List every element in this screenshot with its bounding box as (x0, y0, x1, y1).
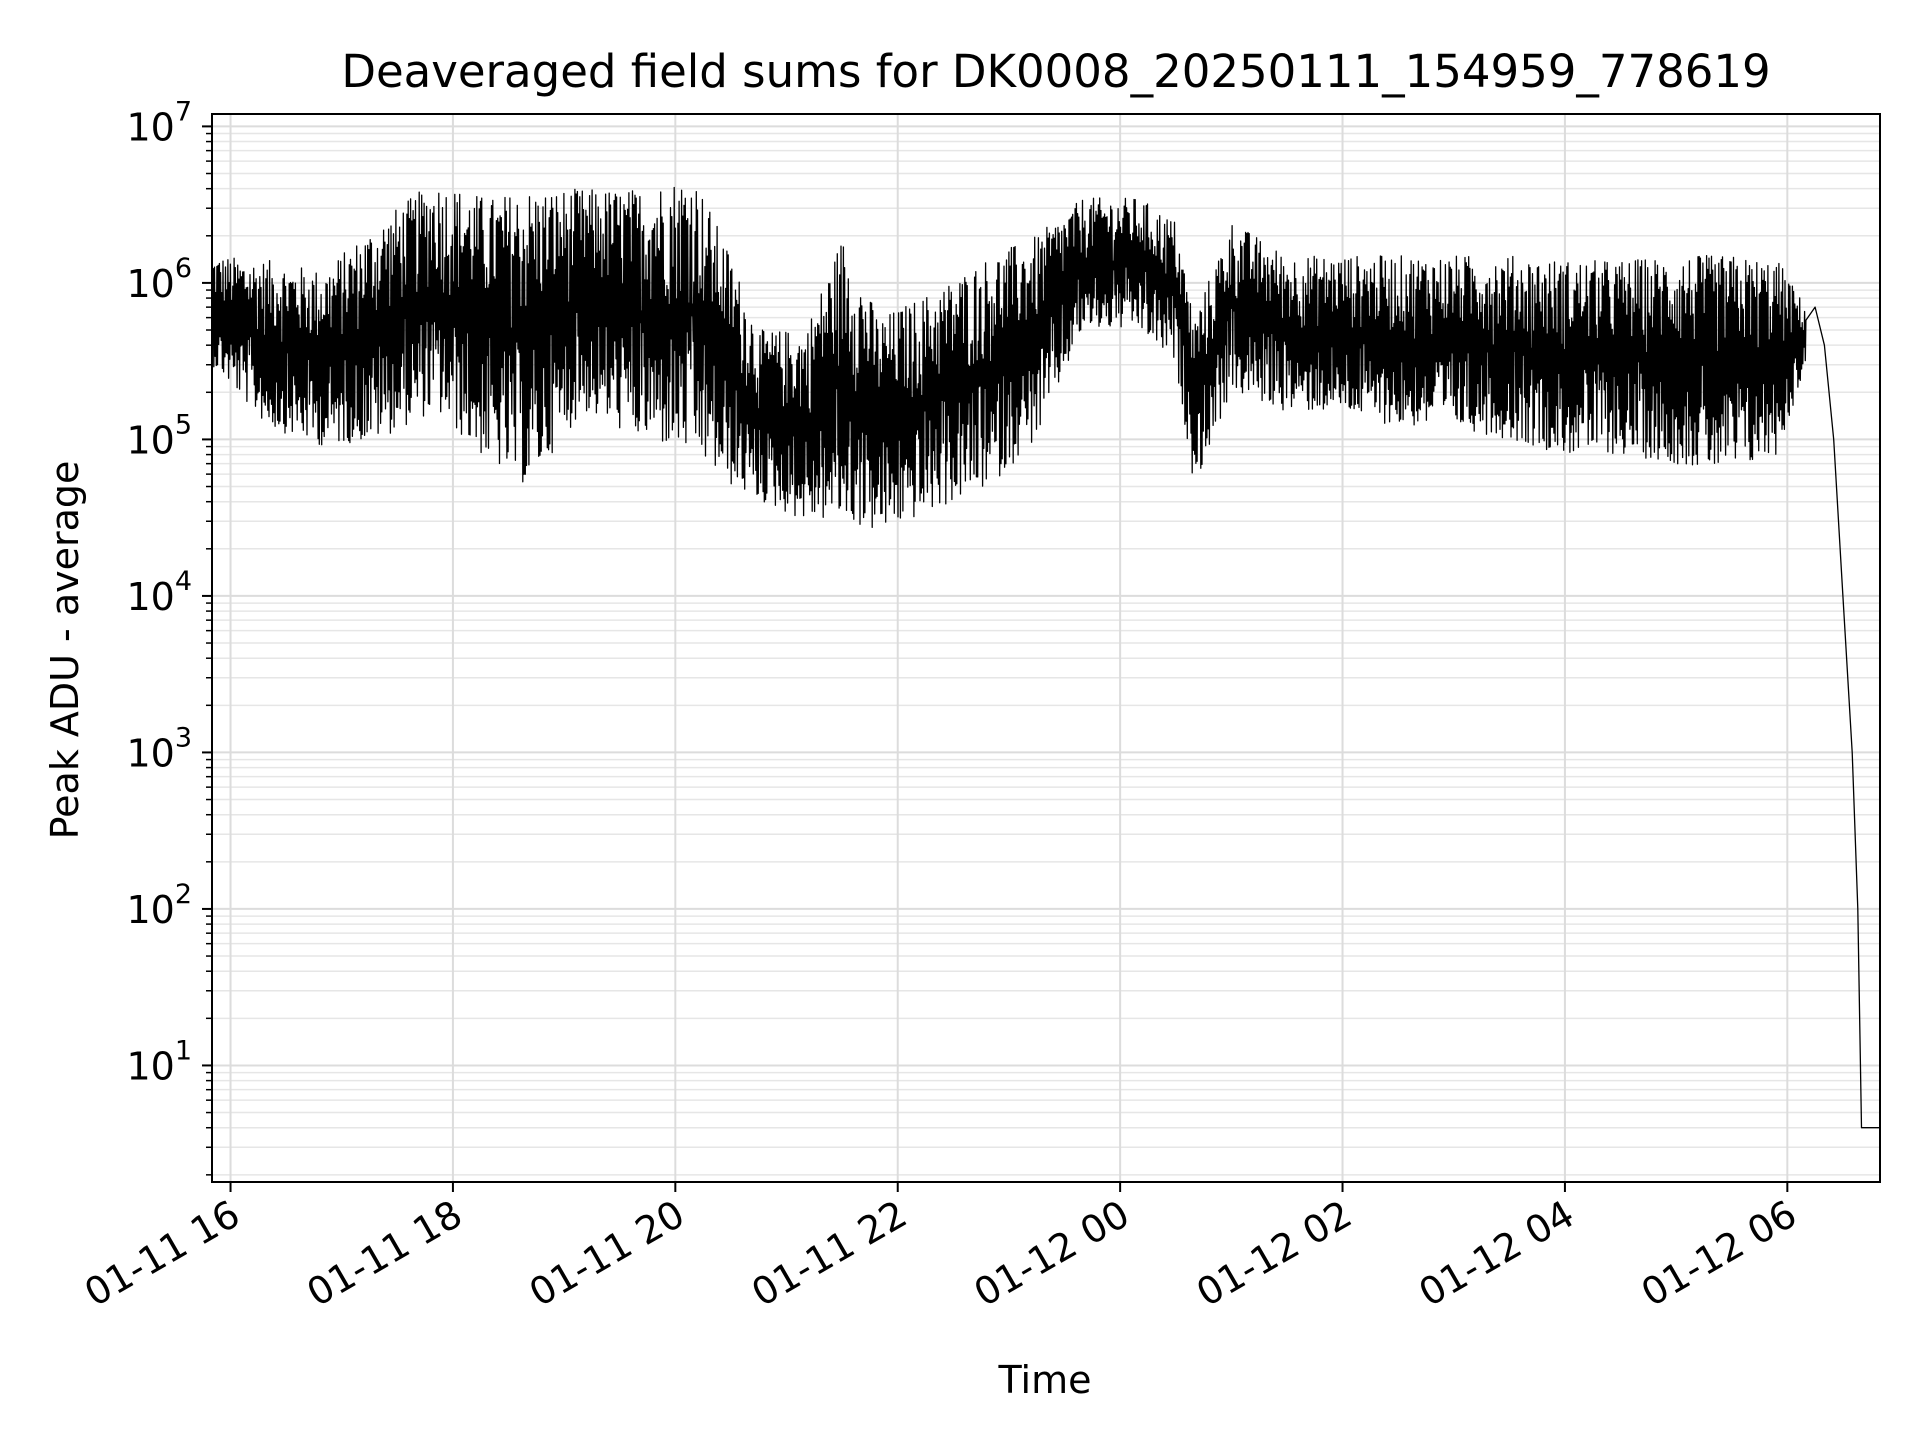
chart-title: Deaveraged field sums for DK0008_2025011… (341, 45, 1770, 98)
y-tick-label: 107 (126, 96, 192, 149)
y-axis-label: Peak ADU - average (43, 461, 87, 840)
y-tick-label: 103 (126, 722, 192, 775)
y-tick-label: 101 (126, 1035, 192, 1088)
series-line (211, 186, 1880, 1129)
y-tick-label: 102 (126, 879, 192, 932)
series-layer (211, 186, 1880, 1129)
plot-frame (211, 113, 1881, 1183)
y-tick-label: 104 (126, 566, 192, 619)
y-tick-label: 105 (126, 409, 192, 462)
y-tick-label: 106 (126, 253, 192, 306)
x-axis-label: Time (998, 1358, 1092, 1402)
y-axis: 101 102 103 104 105 106 107 (126, 96, 212, 1176)
